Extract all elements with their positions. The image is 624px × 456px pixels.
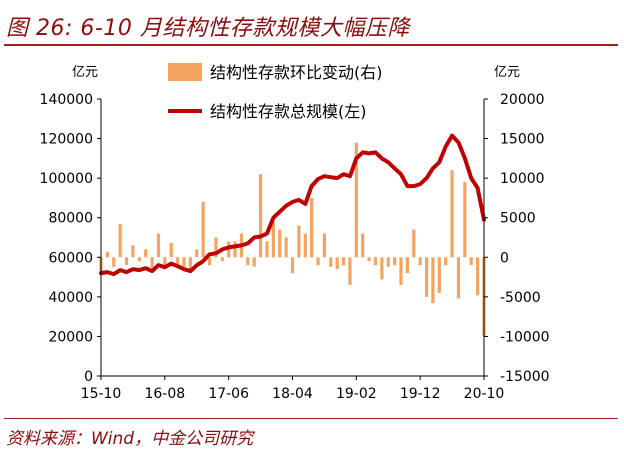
bar-mark xyxy=(367,257,371,262)
bar-mark xyxy=(258,174,263,258)
left-tick-label: 20000 xyxy=(48,329,93,345)
x-tick-label: 19-12 xyxy=(400,386,441,402)
line-series xyxy=(99,133,486,277)
source-divider xyxy=(4,418,618,419)
title-divider xyxy=(4,44,618,46)
right-axis-unit: 亿元 xyxy=(494,65,520,80)
left-tick-label: 0 xyxy=(84,369,93,385)
x-tick-label: 16-08 xyxy=(144,386,185,402)
bar-mark xyxy=(456,257,461,299)
bar-mark xyxy=(361,233,365,258)
bar-mark xyxy=(278,229,282,258)
bar-mark xyxy=(405,257,409,274)
right-tick-label: -10000 xyxy=(500,329,550,345)
bar-mark xyxy=(348,257,352,285)
bar-mark xyxy=(214,237,218,258)
bar-mark xyxy=(297,225,301,258)
legend-bar-swatch xyxy=(168,63,202,81)
bar-mark xyxy=(444,257,448,266)
bar-mark xyxy=(335,257,339,270)
bar-mark xyxy=(233,241,237,258)
bar-mark xyxy=(354,142,358,258)
bar-mark xyxy=(271,221,275,258)
left-tick-label: 40000 xyxy=(48,290,93,306)
right-tick-label: 0 xyxy=(500,250,509,266)
legend-line-label: 结构性存款总规模(左) xyxy=(210,102,367,121)
bar-mark xyxy=(341,257,346,266)
left-tick-label: 60000 xyxy=(48,250,93,266)
bar-mark xyxy=(265,241,269,258)
left-tick-label: 140000 xyxy=(40,92,93,108)
bar-mark xyxy=(437,257,441,293)
x-tick-label: 19-02 xyxy=(336,386,377,402)
bar-mark xyxy=(450,170,454,258)
right-tick-label: 5000 xyxy=(500,211,536,227)
bar-mark xyxy=(399,257,403,285)
bar-mark xyxy=(393,257,397,266)
bar-mark xyxy=(105,251,109,258)
bar-mark xyxy=(424,257,429,297)
x-tick-label: 17-06 xyxy=(208,386,249,402)
x-tick-label: 18-04 xyxy=(272,386,313,402)
bar-mark xyxy=(182,257,186,267)
bar-mark xyxy=(246,257,250,266)
bar-mark xyxy=(252,257,256,267)
left-tick-label: 120000 xyxy=(40,132,93,148)
bar-mark xyxy=(431,257,435,304)
right-tick-label: -5000 xyxy=(500,290,541,306)
source-note: 资料来源：Wind，中金公司研究 xyxy=(6,429,254,449)
bar-mark xyxy=(131,245,135,258)
bar-mark xyxy=(412,229,416,258)
bar-mark xyxy=(176,257,180,268)
right-tick-label: -15000 xyxy=(500,369,550,385)
left-axis-unit: 亿元 xyxy=(72,65,98,80)
bar-mark xyxy=(316,257,320,266)
bar-mark xyxy=(386,257,390,267)
right-tick-label: 20000 xyxy=(500,92,545,108)
bar-mark xyxy=(220,257,224,262)
bar-mark xyxy=(463,182,467,258)
right-tick-label: 15000 xyxy=(500,132,545,148)
bar-mark xyxy=(124,257,129,266)
bar-mark xyxy=(329,257,333,267)
bar-mark xyxy=(201,201,205,258)
bar-mark xyxy=(380,257,384,280)
bar-mark xyxy=(310,197,314,258)
bar-mark xyxy=(476,257,480,296)
bar-mark xyxy=(188,257,192,270)
bar-mark xyxy=(137,257,141,262)
page-title: 图 26: 6-10 月结构性存款规模大幅压降 xyxy=(6,16,410,41)
bar-mark xyxy=(150,257,154,268)
bar-mark xyxy=(163,257,167,267)
bar-mark xyxy=(207,257,212,266)
x-tick-label: 20-10 xyxy=(464,386,505,402)
bar-mark xyxy=(195,249,199,258)
left-tick-label: 80000 xyxy=(48,211,93,227)
x-tick-label: 15-10 xyxy=(81,386,122,402)
left-tick-label: 100000 xyxy=(40,171,93,187)
bar-mark xyxy=(290,257,295,274)
bar-mark xyxy=(373,257,378,266)
bar-mark xyxy=(418,257,422,266)
bar-mark xyxy=(284,237,288,258)
bar-mark xyxy=(156,233,161,258)
legend-bar-label: 结构性存款环比变动(右) xyxy=(210,63,383,82)
bar-mark xyxy=(169,243,173,258)
bar-mark xyxy=(469,257,473,266)
right-tick-label: 10000 xyxy=(500,171,545,187)
bar-mark xyxy=(144,249,148,258)
bar-mark xyxy=(303,233,307,258)
bar-mark xyxy=(112,257,116,267)
bar-mark xyxy=(322,233,327,258)
bar-mark xyxy=(118,224,122,258)
